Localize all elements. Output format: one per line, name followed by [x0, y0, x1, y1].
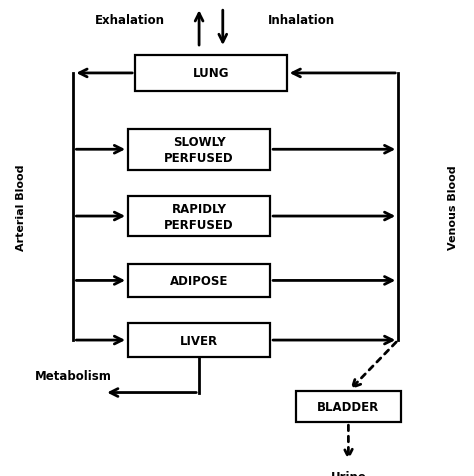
Text: LUNG: LUNG — [192, 67, 229, 80]
Text: LIVER: LIVER — [180, 334, 218, 347]
Text: RAPIDLY
PERFUSED: RAPIDLY PERFUSED — [164, 202, 234, 231]
Text: ADIPOSE: ADIPOSE — [170, 274, 228, 288]
Bar — [128, 129, 270, 170]
Bar — [128, 264, 270, 298]
Text: Arterial Blood: Arterial Blood — [16, 164, 27, 250]
Bar — [135, 56, 287, 91]
Text: Exhalation: Exhalation — [95, 14, 165, 27]
Bar — [296, 391, 401, 423]
Text: Metabolism: Metabolism — [35, 369, 112, 383]
Bar — [128, 324, 270, 357]
Text: Urine: Urine — [330, 470, 366, 476]
Text: BLADDER: BLADDER — [317, 400, 380, 414]
Text: Inhalation: Inhalation — [267, 14, 335, 27]
Text: SLOWLY
PERFUSED: SLOWLY PERFUSED — [164, 136, 234, 164]
Text: Venous Blood: Venous Blood — [447, 165, 458, 249]
Bar — [128, 197, 270, 237]
